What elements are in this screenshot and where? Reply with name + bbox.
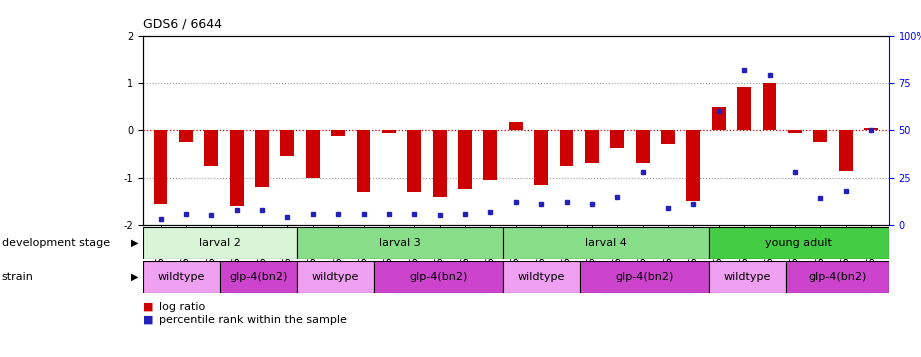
Text: development stage: development stage — [2, 238, 110, 248]
Text: wildtype: wildtype — [312, 272, 359, 282]
Text: ▶: ▶ — [131, 272, 138, 282]
Bar — [484, 130, 497, 180]
Bar — [503, 227, 708, 259]
Bar — [407, 130, 421, 192]
Bar — [686, 130, 700, 201]
Bar — [220, 261, 297, 293]
Bar — [580, 261, 708, 293]
Bar — [179, 130, 192, 142]
Bar — [204, 130, 218, 166]
Text: glp-4(bn2): glp-4(bn2) — [229, 272, 287, 282]
Bar — [635, 130, 649, 164]
Text: glp-4(bn2): glp-4(bn2) — [615, 272, 673, 282]
Bar — [864, 128, 878, 130]
Bar — [737, 87, 752, 130]
Bar — [661, 130, 675, 144]
Bar — [839, 130, 853, 171]
Text: ■: ■ — [143, 315, 153, 325]
Bar — [143, 227, 297, 259]
Text: ▶: ▶ — [131, 238, 138, 248]
Bar — [508, 122, 523, 130]
Text: wildtype: wildtype — [157, 272, 205, 282]
Text: strain: strain — [2, 272, 34, 282]
Bar — [560, 130, 574, 166]
Text: glp-4(bn2): glp-4(bn2) — [808, 272, 867, 282]
Text: wildtype: wildtype — [724, 272, 771, 282]
Bar — [503, 261, 580, 293]
Text: larval 3: larval 3 — [379, 238, 421, 248]
Bar — [787, 130, 802, 133]
Text: larval 4: larval 4 — [585, 238, 626, 248]
Text: percentile rank within the sample: percentile rank within the sample — [159, 315, 347, 325]
Bar — [280, 130, 295, 156]
Bar — [297, 227, 503, 259]
Bar — [712, 107, 726, 130]
Bar — [458, 130, 472, 190]
Bar — [585, 130, 599, 164]
Text: GDS6 / 6644: GDS6 / 6644 — [143, 18, 222, 31]
Bar — [534, 130, 548, 185]
Bar — [382, 130, 396, 133]
Bar — [708, 227, 889, 259]
Bar — [332, 130, 345, 136]
Text: log ratio: log ratio — [159, 302, 205, 312]
Bar — [786, 261, 889, 293]
Text: glp-4(bn2): glp-4(bn2) — [410, 272, 468, 282]
Bar — [297, 261, 374, 293]
Text: ■: ■ — [143, 302, 153, 312]
Text: wildtype: wildtype — [518, 272, 565, 282]
Bar — [374, 261, 503, 293]
Bar — [143, 261, 220, 293]
Bar — [708, 261, 786, 293]
Bar — [356, 130, 370, 192]
Bar — [154, 130, 168, 203]
Bar — [229, 130, 244, 206]
Text: young adult: young adult — [765, 238, 833, 248]
Text: larval 2: larval 2 — [199, 238, 241, 248]
Bar — [611, 130, 624, 148]
Bar — [306, 130, 320, 178]
Bar — [255, 130, 269, 187]
Bar — [763, 83, 776, 130]
Bar — [813, 130, 827, 142]
Bar — [433, 130, 447, 196]
